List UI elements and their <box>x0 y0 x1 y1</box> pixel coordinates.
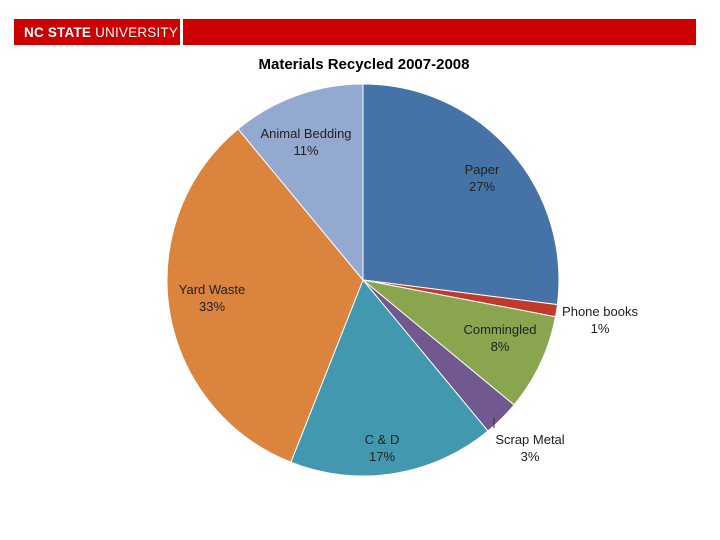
slice-label-scrap-metal: Scrap Metal 3% <box>495 432 564 464</box>
slice-label-animal-bedding: Animal Bedding 11% <box>260 126 351 158</box>
pie-slice-commingled <box>362 279 557 406</box>
logo-light-text: UNIVERSITY <box>95 24 179 40</box>
slice-label-commingled: Commingled 8% <box>464 322 537 354</box>
university-logo: NC STATE UNIVERSITY <box>14 25 178 40</box>
brand-header-bar: NC STATE UNIVERSITY <box>14 19 696 45</box>
slice-label-phone-books: Phone books 1% <box>562 304 638 336</box>
slice-label-paper: Paper 27% <box>465 162 500 194</box>
slice-label-c-d: C & D 17% <box>365 432 400 464</box>
pie-slice-paper <box>362 83 560 306</box>
logo-bold-text: NC STATE <box>24 24 92 40</box>
header-divider <box>180 19 183 45</box>
slice-label-yard-waste: Yard Waste 33% <box>179 282 245 314</box>
pie-slice-c-d <box>290 279 489 477</box>
pie-slice-animal-bedding <box>237 83 364 282</box>
chart-title: Materials Recycled 2007-2008 <box>258 56 470 73</box>
pie-slice-yard-waste <box>166 128 364 463</box>
